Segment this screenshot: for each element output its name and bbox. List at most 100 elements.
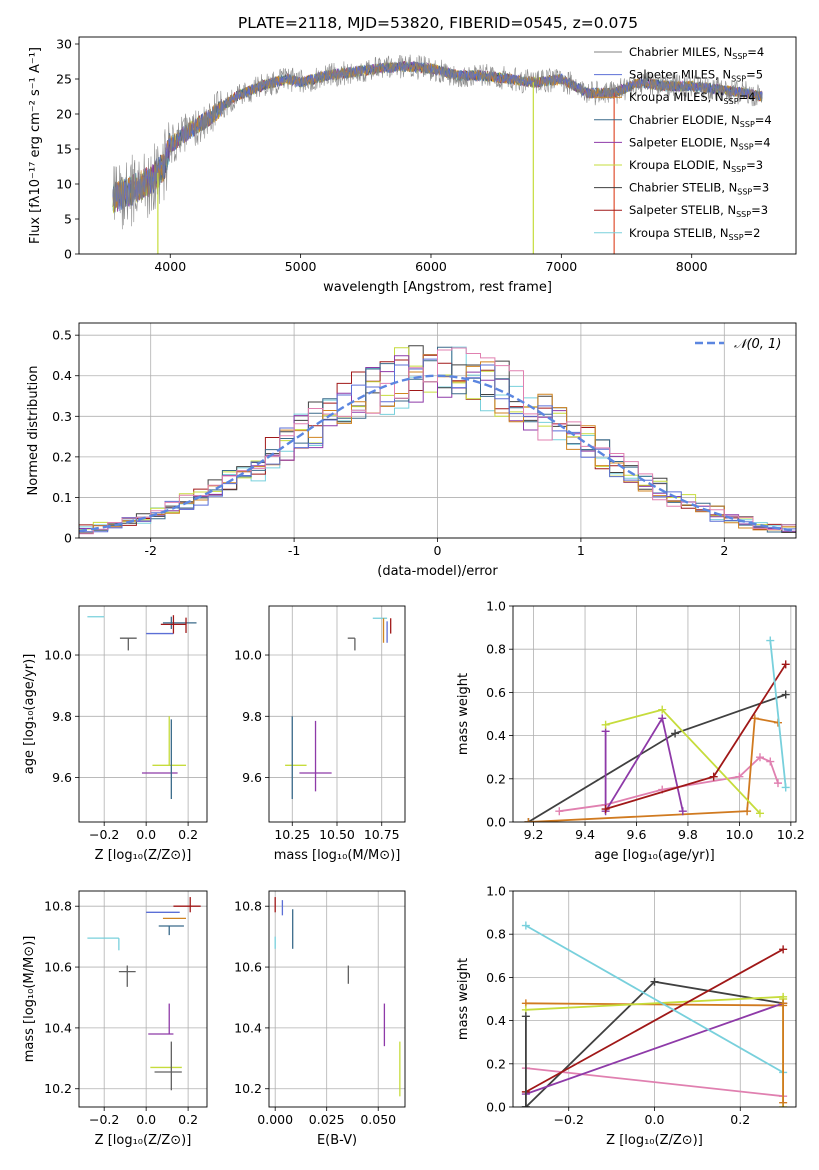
x-tick-label: 6000 bbox=[415, 259, 447, 274]
x-axis-label: (data-model)/error bbox=[377, 564, 498, 579]
y-tick-label: 10 bbox=[56, 177, 72, 192]
y-tick-label: 0.6 bbox=[486, 970, 506, 985]
y-tick-label: 0.4 bbox=[486, 728, 506, 743]
data-point bbox=[148, 1003, 174, 1035]
sfh-line bbox=[525, 1002, 784, 1095]
y-tick-label: 10.0 bbox=[234, 648, 262, 663]
y-tick-label: 0.8 bbox=[486, 927, 506, 942]
y-tick-label: 0.0 bbox=[486, 815, 506, 830]
y-tick-label: 15 bbox=[56, 142, 72, 157]
x-tick-label: 0.0 bbox=[136, 1112, 156, 1127]
data-point bbox=[152, 716, 187, 766]
legend-label: Kroupa MILES, NSSP=4 bbox=[629, 90, 755, 106]
sfh-marker bbox=[601, 720, 610, 729]
axes-frame bbox=[78, 36, 797, 255]
data-point bbox=[119, 637, 137, 651]
x-tick-label: 0.2 bbox=[730, 1112, 750, 1127]
axes-frame bbox=[268, 605, 406, 823]
x-axis-label: Z [log₁₀(Z/Z⊙)] bbox=[606, 1133, 703, 1148]
plot-area bbox=[112, 54, 763, 254]
x-tick-label: −0.2 bbox=[89, 1112, 119, 1127]
y-axis-label: mass weight bbox=[456, 958, 471, 1040]
y-tick-label: 5 bbox=[64, 212, 72, 227]
sfh-line bbox=[525, 995, 784, 1011]
sfh-marker bbox=[555, 807, 564, 816]
sfh-marker bbox=[779, 945, 788, 954]
sfh-marker bbox=[671, 729, 680, 738]
spectrum-line bbox=[112, 54, 763, 230]
sfh-marker bbox=[658, 705, 667, 714]
sfh-line bbox=[525, 1002, 784, 1007]
y-tick-label: 0.5 bbox=[52, 328, 72, 343]
data-point bbox=[299, 720, 332, 792]
sfh-series bbox=[779, 999, 788, 1107]
y-tick-label: 10.8 bbox=[234, 899, 262, 914]
histogram-step bbox=[79, 347, 796, 535]
y-tick-label: 0.6 bbox=[486, 685, 506, 700]
figure-title: PLATE=2118, MJD=53820, FIBERID=0545, z=0… bbox=[238, 14, 638, 32]
y-tick-label: 10.4 bbox=[44, 1020, 72, 1035]
y-tick-label: 0.2 bbox=[486, 771, 506, 786]
legend-label: Salpeter STELIB, NSSP=3 bbox=[629, 203, 768, 219]
data-point bbox=[173, 897, 201, 913]
sfh-marker bbox=[524, 818, 533, 822]
x-axis-label: mass [log₁₀(M/M⊙)] bbox=[274, 848, 401, 863]
x-tick-label: 9.2 bbox=[524, 827, 544, 842]
panel-mass_vs_Z: −0.2 0.0 0.2 10.2 10.4 10.6 10.8 Z [log₁₀(Z/Z⊙)… bbox=[22, 890, 208, 1148]
data-point bbox=[347, 637, 356, 651]
y-tick-label: 9.8 bbox=[52, 709, 72, 724]
y-tick-label: 25 bbox=[56, 72, 72, 87]
x-tick-label: 1 bbox=[577, 543, 585, 558]
legend: Chabrier MILES, NSSP=4 Salpeter MILES, NS… bbox=[594, 45, 772, 242]
sfh-marker bbox=[773, 779, 782, 788]
y-tick-label: 9.6 bbox=[242, 770, 262, 785]
plot-area bbox=[521, 921, 788, 1107]
y-tick-label: 9.6 bbox=[52, 770, 72, 785]
x-tick-label: −0.2 bbox=[89, 827, 119, 842]
y-axis-label: mass [log₁₀(M/M⊙)] bbox=[22, 936, 37, 1063]
y-tick-label: 9.8 bbox=[242, 709, 262, 724]
sfh-marker bbox=[779, 999, 788, 1008]
histogram-step bbox=[79, 354, 796, 535]
data-point bbox=[160, 615, 187, 634]
x-tick-label: 0.050 bbox=[360, 1112, 396, 1127]
y-axis-label: mass weight bbox=[456, 673, 471, 755]
sfh-series bbox=[601, 705, 764, 818]
axes-frame bbox=[78, 605, 208, 823]
plot-area bbox=[274, 897, 401, 1097]
x-tick-label: 10.25 bbox=[274, 827, 310, 842]
legend: 𝒩(0, 1) bbox=[695, 337, 781, 352]
plot-area bbox=[87, 615, 197, 800]
legend-label: Kroupa STELIB, NSSP=2 bbox=[629, 226, 760, 242]
y-tick-label: 0.2 bbox=[52, 449, 72, 464]
sfh-line bbox=[528, 717, 779, 822]
x-axis-label: wavelength [Angstrom, rest frame] bbox=[323, 280, 552, 295]
panel-mass_weight_vs_age: 9.2 9.4 9.6 9.8 10.0 10.2 0.0 0.2 0.4 0.6 0.8 1.0 ag… bbox=[456, 599, 805, 864]
x-tick-label: 2 bbox=[720, 543, 728, 558]
x-tick-label: 0.000 bbox=[257, 1112, 293, 1127]
y-tick-label: 0 bbox=[64, 247, 72, 262]
x-axis-label: E(B-V) bbox=[317, 1133, 357, 1148]
data-point bbox=[162, 616, 197, 629]
legend-label: Salpeter ELODIE, NSSP=4 bbox=[629, 135, 771, 151]
x-tick-label: 9.4 bbox=[575, 827, 595, 842]
sfh-marker bbox=[779, 1098, 788, 1107]
sfh-line bbox=[525, 1067, 784, 1098]
x-tick-label: 9.6 bbox=[627, 827, 647, 842]
x-tick-label: 5000 bbox=[285, 259, 317, 274]
x-tick-label: 0.2 bbox=[178, 1112, 198, 1127]
sfh-line bbox=[605, 663, 787, 810]
sfh-marker bbox=[601, 805, 610, 814]
data-point bbox=[118, 965, 136, 987]
legend-label: Salpeter MILES, NSSP=5 bbox=[629, 68, 763, 84]
legend-label: Chabrier STELIB, NSSP=3 bbox=[629, 181, 769, 197]
y-tick-label: 0.4 bbox=[486, 1013, 506, 1028]
legend-label: Chabrier ELODIE, NSSP=4 bbox=[629, 113, 772, 129]
sfh-series bbox=[521, 1012, 530, 1107]
sfh-marker bbox=[766, 757, 775, 766]
sfh-series bbox=[601, 714, 687, 816]
y-tick-label: 10.8 bbox=[44, 899, 72, 914]
y-tick-label: 0.3 bbox=[52, 409, 72, 424]
axes-frame bbox=[78, 322, 797, 539]
